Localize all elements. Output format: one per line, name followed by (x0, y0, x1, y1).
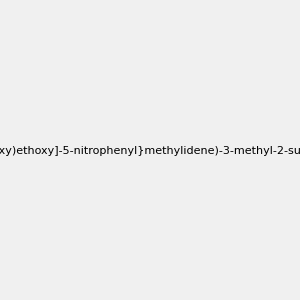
Text: (5E)-5-({2-[2-(2-Methoxyphenoxy)ethoxy]-5-nitrophenyl}methylidene)-3-methyl-2-su: (5E)-5-({2-[2-(2-Methoxyphenoxy)ethoxy]-… (0, 146, 300, 157)
